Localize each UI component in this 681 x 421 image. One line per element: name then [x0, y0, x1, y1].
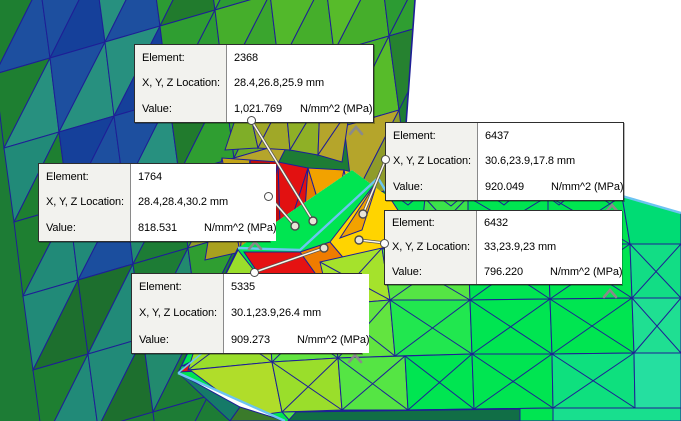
- xyz-location: 28.4,26.8,25.9 mm: [234, 77, 325, 90]
- location-label: X, Y, Z Location:: [139, 307, 218, 320]
- probe-label-column: Element: X, Y, Z Location: Value:: [135, 45, 227, 122]
- location-label: X, Y, Z Location:: [142, 77, 221, 90]
- value-number: 818.531: [138, 222, 178, 235]
- xyz-location: 30.6,23.9,17.8 mm: [485, 155, 576, 168]
- element-label: Element:: [142, 51, 185, 64]
- caret-icon: [347, 353, 363, 364]
- stress-value: 920.049 N/mm^2 (MPa): [478, 174, 624, 200]
- value-label: Value:: [393, 181, 423, 194]
- value-number: 796.220: [484, 265, 524, 278]
- value-number: 1,021.769: [234, 103, 283, 116]
- xyz-location: 30.1,23.9,26.4 mm: [231, 307, 322, 320]
- probe-value-column: 1764 28.4,28.4,30.2 mm 818.531 N/mm^2 (M…: [131, 164, 277, 241]
- element-label: Element:: [392, 217, 435, 230]
- probe-callout-6437[interactable]: Element: X, Y, Z Location: Value: 6437 3…: [385, 122, 624, 201]
- stress-value: 1,021.769 N/mm^2 (MPa): [227, 96, 373, 122]
- probe-point-2368: [308, 216, 318, 226]
- value-unit: N/mm^2 (MPa): [550, 265, 623, 278]
- caret-markers: [247, 125, 620, 364]
- caret-icon: [247, 240, 263, 251]
- probe-point-6432: [354, 235, 364, 245]
- probe-point-1764: [290, 221, 300, 231]
- probe-label-column: Element: X, Y, Z Location: Value:: [132, 274, 224, 353]
- value-unit: N/mm^2 (MPa): [300, 103, 373, 116]
- element-number: 6437: [485, 129, 510, 142]
- caret-icon: [602, 288, 618, 299]
- caret-icon: [604, 203, 620, 214]
- element-label: Element:: [46, 170, 89, 183]
- value-unit: N/mm^2 (MPa): [204, 222, 277, 235]
- xyz-location: 33,23.9,23 mm: [484, 241, 557, 254]
- callout-anchor-5335[interactable]: [250, 268, 259, 277]
- element-label: Element:: [393, 129, 436, 142]
- element-number: 6432: [484, 217, 509, 230]
- location-label: X, Y, Z Location:: [46, 196, 125, 209]
- probe-label-column: Element: X, Y, Z Location: Value:: [385, 211, 477, 284]
- value-unit: N/mm^2 (MPa): [551, 181, 624, 194]
- probe-value-column: 5335 30.1,23.9,26.4 mm 909.273 N/mm^2 (M…: [224, 274, 370, 353]
- probe-points[interactable]: [290, 209, 368, 253]
- front-face-mesh: [178, 373, 285, 421]
- element-label: Element:: [139, 281, 182, 294]
- probe-callout-1764[interactable]: Element: X, Y, Z Location: Value: 1764 2…: [38, 163, 277, 242]
- location-label: X, Y, Z Location:: [392, 241, 471, 254]
- probe-label-column: Element: X, Y, Z Location: Value:: [39, 164, 131, 241]
- value-label: Value:: [142, 103, 172, 116]
- xyz-location: 28.4,28.4,30.2 mm: [138, 196, 229, 209]
- caret-icon: [348, 125, 364, 136]
- value-label: Value:: [139, 333, 169, 346]
- element-number: 5335: [231, 281, 256, 294]
- probe-value-column: 2368 28.4,26.8,25.9 mm 1,021.769 N/mm^2 …: [227, 45, 373, 122]
- callout-anchor-2368[interactable]: [247, 116, 256, 125]
- value-label: Value:: [392, 265, 422, 278]
- probe-point-6437: [358, 209, 368, 219]
- probe-value-column: 6437 30.6,23.9,17.8 mm 920.049 N/mm^2 (M…: [478, 123, 624, 200]
- stress-value: 818.531 N/mm^2 (MPa): [131, 215, 277, 241]
- callout-anchor-6437[interactable]: [381, 155, 390, 164]
- probe-callout-5335[interactable]: Element: X, Y, Z Location: Value: 5335 3…: [131, 273, 370, 354]
- probe-callout-6432[interactable]: Element: X, Y, Z Location: Value: 6432 3…: [384, 210, 623, 285]
- probe-label-column: Element: X, Y, Z Location: Value:: [386, 123, 478, 200]
- value-label: Value:: [46, 222, 76, 235]
- probe-point-5335: [319, 243, 329, 253]
- probe-value-column: 6432 33,23.9,23 mm 796.220 N/mm^2 (MPa): [477, 211, 623, 284]
- value-unit: N/mm^2 (MPa): [297, 333, 370, 346]
- stress-value: 909.273 N/mm^2 (MPa): [224, 327, 370, 353]
- element-number: 2368: [234, 51, 259, 64]
- callout-anchor-6432[interactable]: [380, 239, 389, 248]
- value-number: 909.273: [231, 333, 271, 346]
- location-label: X, Y, Z Location:: [393, 155, 472, 168]
- element-number: 1764: [138, 170, 163, 183]
- stress-value: 796.220 N/mm^2 (MPa): [477, 260, 623, 284]
- callout-anchor-1764[interactable]: [264, 192, 273, 201]
- probe-callout-2368[interactable]: Element: X, Y, Z Location: Value: 2368 2…: [134, 44, 374, 123]
- value-number: 920.049: [485, 181, 525, 194]
